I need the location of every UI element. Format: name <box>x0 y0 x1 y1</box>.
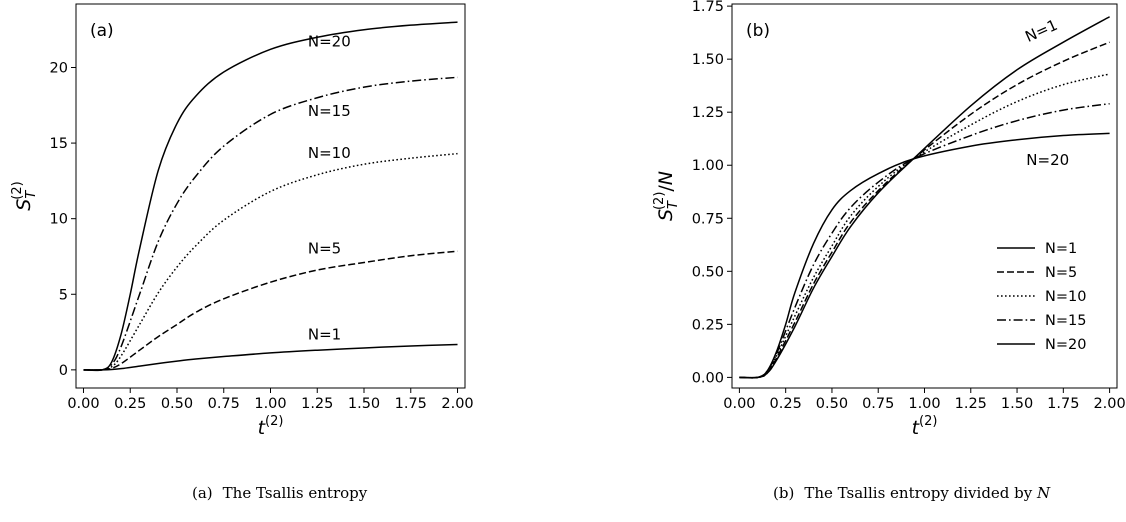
plot-frame <box>731 3 1118 389</box>
series-line-n-15 <box>739 102 1110 379</box>
y-tick-label: 0.50 <box>692 264 724 280</box>
series-line-n-10 <box>83 152 458 371</box>
y-tick-label: 20 <box>50 60 68 76</box>
legend-label: N=1 <box>1045 241 1077 257</box>
curve-label: N=5 <box>308 239 341 257</box>
curve-label: N=15 <box>308 102 351 120</box>
panel-label: (b) <box>746 21 770 41</box>
x-axis-label: t(2) <box>912 414 938 439</box>
y-tick-label: 1.50 <box>692 52 724 68</box>
x-axis-label: t(2) <box>258 414 284 439</box>
panel-b-tsallis-entropy-per-n: 0.00 0.25 0.50 0.75 1.00 1.25 1.50 1.75 2.00 0.00… <box>652 0 1126 439</box>
caption-a-tag: (a) <box>192 484 213 502</box>
legend-label: N=10 <box>1045 289 1086 305</box>
y-tick-label: 0.00 <box>692 370 724 386</box>
caption-b-tag: (b) <box>773 484 795 502</box>
panel-label: (a) <box>90 21 114 41</box>
x-tick-label: 0.50 <box>161 396 193 412</box>
x-tick-label: 0.25 <box>114 396 146 412</box>
panel-a-tsallis-entropy: 0.00 0.25 0.50 0.75 1.00 1.25 1.50 1.75 2.00 0 5 10… <box>10 3 474 439</box>
y-tick-label: 0 <box>59 363 68 379</box>
series-line-n-15 <box>83 76 458 371</box>
y-axis-label: ST(2) <box>10 181 39 210</box>
x-tick-label: 0.75 <box>208 396 240 412</box>
x-tick-label: 1.25 <box>301 396 333 412</box>
x-tick-label: 1.50 <box>1001 396 1033 412</box>
series-line-n-20 <box>83 21 458 372</box>
x-tick-label: 0.00 <box>67 396 99 412</box>
y-tick-label: 0.75 <box>692 211 724 227</box>
x-tick-label: 0.25 <box>770 396 802 412</box>
curve-label: N=1 <box>308 326 341 344</box>
series-line-n-5 <box>739 41 1110 379</box>
y-tick-label: 15 <box>50 136 68 152</box>
caption-a: (a) The Tsallis entropy <box>192 484 367 502</box>
caption-b-text: The Tsallis entropy divided by <box>804 484 1033 502</box>
caption-b: (b) The Tsallis entropy divided by N <box>773 484 1050 502</box>
series-line-n-5 <box>83 250 458 371</box>
x-tick-label: 1.75 <box>1047 396 1079 412</box>
figure: 0.00 0.25 0.50 0.75 1.00 1.25 1.50 1.75 2.00 0 5 10… <box>10 0 1126 439</box>
plot-frame <box>75 3 466 389</box>
x-tick-label: 1.75 <box>395 396 427 412</box>
series-line-n-1 <box>83 343 458 371</box>
y-tick-label: 1.75 <box>692 0 724 15</box>
curve-label: N=20 <box>308 32 351 50</box>
curve-label: N=10 <box>308 144 351 162</box>
caption-b-variable: N <box>1037 484 1051 502</box>
curve-label: N=20 <box>1026 151 1069 169</box>
x-tick-label: 0.75 <box>862 396 894 412</box>
x-tick-label: 0.00 <box>723 396 755 412</box>
legend-label: N=20 <box>1045 337 1086 353</box>
x-tick-label: 1.50 <box>348 396 380 412</box>
x-tick-label: 2.00 <box>1093 396 1125 412</box>
y-tick-label: 0.25 <box>692 317 724 333</box>
y-tick-label: 5 <box>59 287 68 303</box>
x-tick-label: 1.00 <box>254 396 286 412</box>
legend-label: N=15 <box>1045 313 1086 329</box>
x-tick-label: 2.00 <box>441 396 473 412</box>
series-line-n-10 <box>739 73 1110 379</box>
x-tick-label: 1.00 <box>908 396 940 412</box>
x-tick-label: 0.50 <box>816 396 848 412</box>
caption-a-text: The Tsallis entropy <box>222 484 368 502</box>
y-tick-label: 10 <box>50 212 68 228</box>
y-tick-label: 1.25 <box>692 105 724 121</box>
curve-label: N=1 <box>1022 16 1060 46</box>
y-axis-label: ST(2)/N <box>652 171 681 221</box>
series-line-n-20 <box>739 132 1110 379</box>
x-tick-label: 1.25 <box>955 396 987 412</box>
y-tick-label: 1.00 <box>692 158 724 174</box>
legend-label: N=5 <box>1045 265 1077 281</box>
